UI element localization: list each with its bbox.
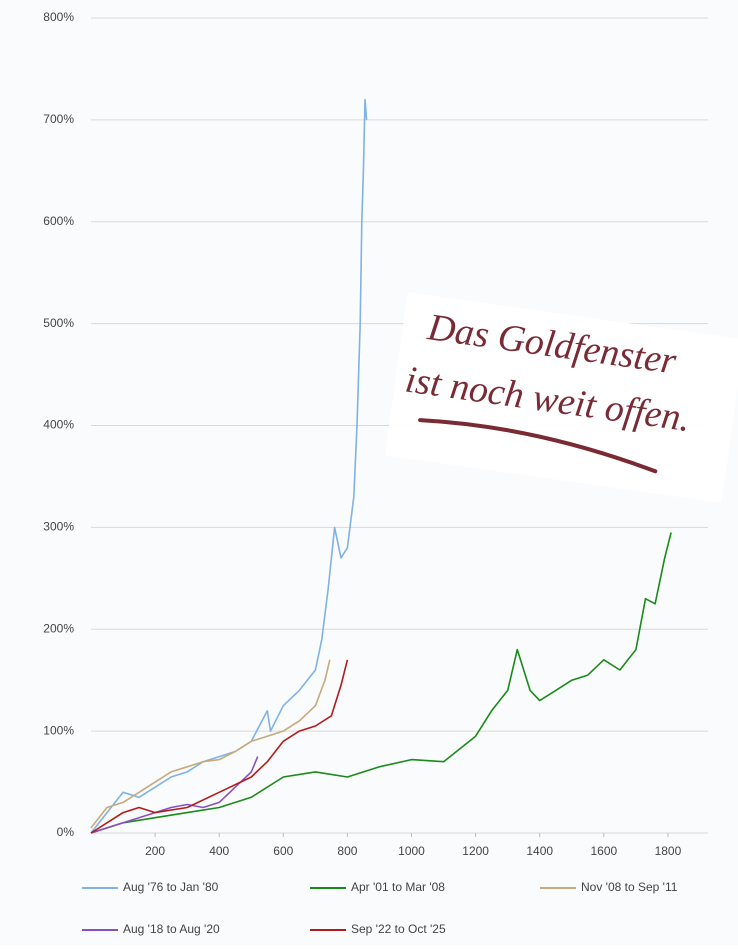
legend-label: Aug '18 to Aug '20 (123, 922, 220, 936)
series-line (90, 659, 349, 834)
x-tick-label: 1600 (590, 844, 617, 858)
series-line (90, 756, 259, 834)
y-tick-label: 300% (43, 520, 74, 534)
card (384, 292, 738, 503)
underline (418, 418, 658, 474)
x-tick-label: 1000 (398, 844, 425, 858)
x-tick-label: 1200 (462, 844, 489, 858)
legend-label: Nov '08 to Sep '11 (581, 880, 678, 894)
y-tick-label: 400% (43, 418, 74, 432)
series-line (90, 659, 331, 829)
series-line (90, 532, 672, 834)
y-tick-label: 200% (43, 621, 74, 635)
x-tick-label: 200 (145, 844, 165, 858)
y-tick-label: 800% (43, 10, 74, 24)
legend-label: Apr '01 to Mar '08 (351, 880, 445, 894)
plot: 0% 100% 200% 300% 400% 500% 600% 700% 800% 200 400… (43, 10, 708, 936)
y-tick-label: 100% (43, 723, 74, 737)
legend-label: Sep '22 to Oct '25 (351, 922, 446, 936)
y-tick-label: 600% (43, 214, 74, 228)
series-line (90, 98, 368, 834)
x-tick-label: 800 (337, 844, 357, 858)
y-tick-label: 500% (43, 316, 74, 330)
annotation-card: Das Goldfenster ist noch weit offen. (384, 292, 738, 503)
x-tick-label: 400 (209, 844, 229, 858)
x-tick-label: 1400 (526, 844, 553, 858)
y-tick-label: 700% (43, 112, 74, 126)
x-tick-label: 1800 (655, 844, 682, 858)
x-tick-label: 600 (273, 844, 293, 858)
legend-label: Aug '76 to Jan '80 (123, 880, 219, 894)
y-tick-label: 0% (57, 825, 75, 839)
